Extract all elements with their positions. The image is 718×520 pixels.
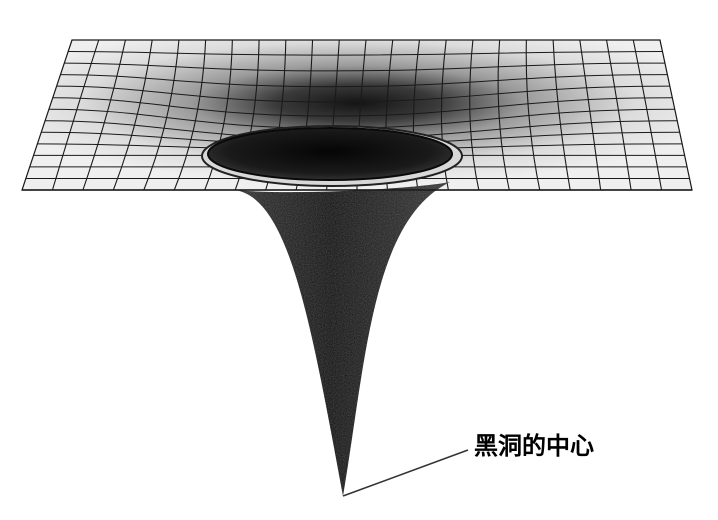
grid-line-longitudinal (51, 40, 100, 190)
grid-line-longitudinal (173, 40, 207, 190)
grid-line-latitudinal (56, 85, 670, 103)
grid-line-longitudinal (204, 40, 233, 190)
grid-line-latitudinal (52, 97, 673, 117)
grid-line-longitudinal (82, 40, 126, 190)
grid-line-latitudinal (64, 62, 665, 72)
grid-line-longitudinal (606, 40, 632, 190)
grid-line-latitudinal (60, 74, 668, 88)
black-hole-center-label: 黑洞的中心 (474, 432, 594, 460)
grid-line-longitudinal (632, 40, 663, 190)
grid-line-longitudinal (469, 40, 480, 190)
grid-line-longitudinal (440, 40, 449, 190)
grid-line-longitudinal (579, 40, 602, 190)
grid-line-longitudinal (552, 40, 571, 190)
annotation-leader-line (342, 449, 469, 497)
grid-line-longitudinal (497, 40, 510, 190)
black-hole-mouth (207, 127, 453, 181)
grid-line-longitudinal (112, 40, 153, 190)
grid-line-latitudinal (68, 51, 663, 56)
funnel-grain (234, 182, 450, 496)
